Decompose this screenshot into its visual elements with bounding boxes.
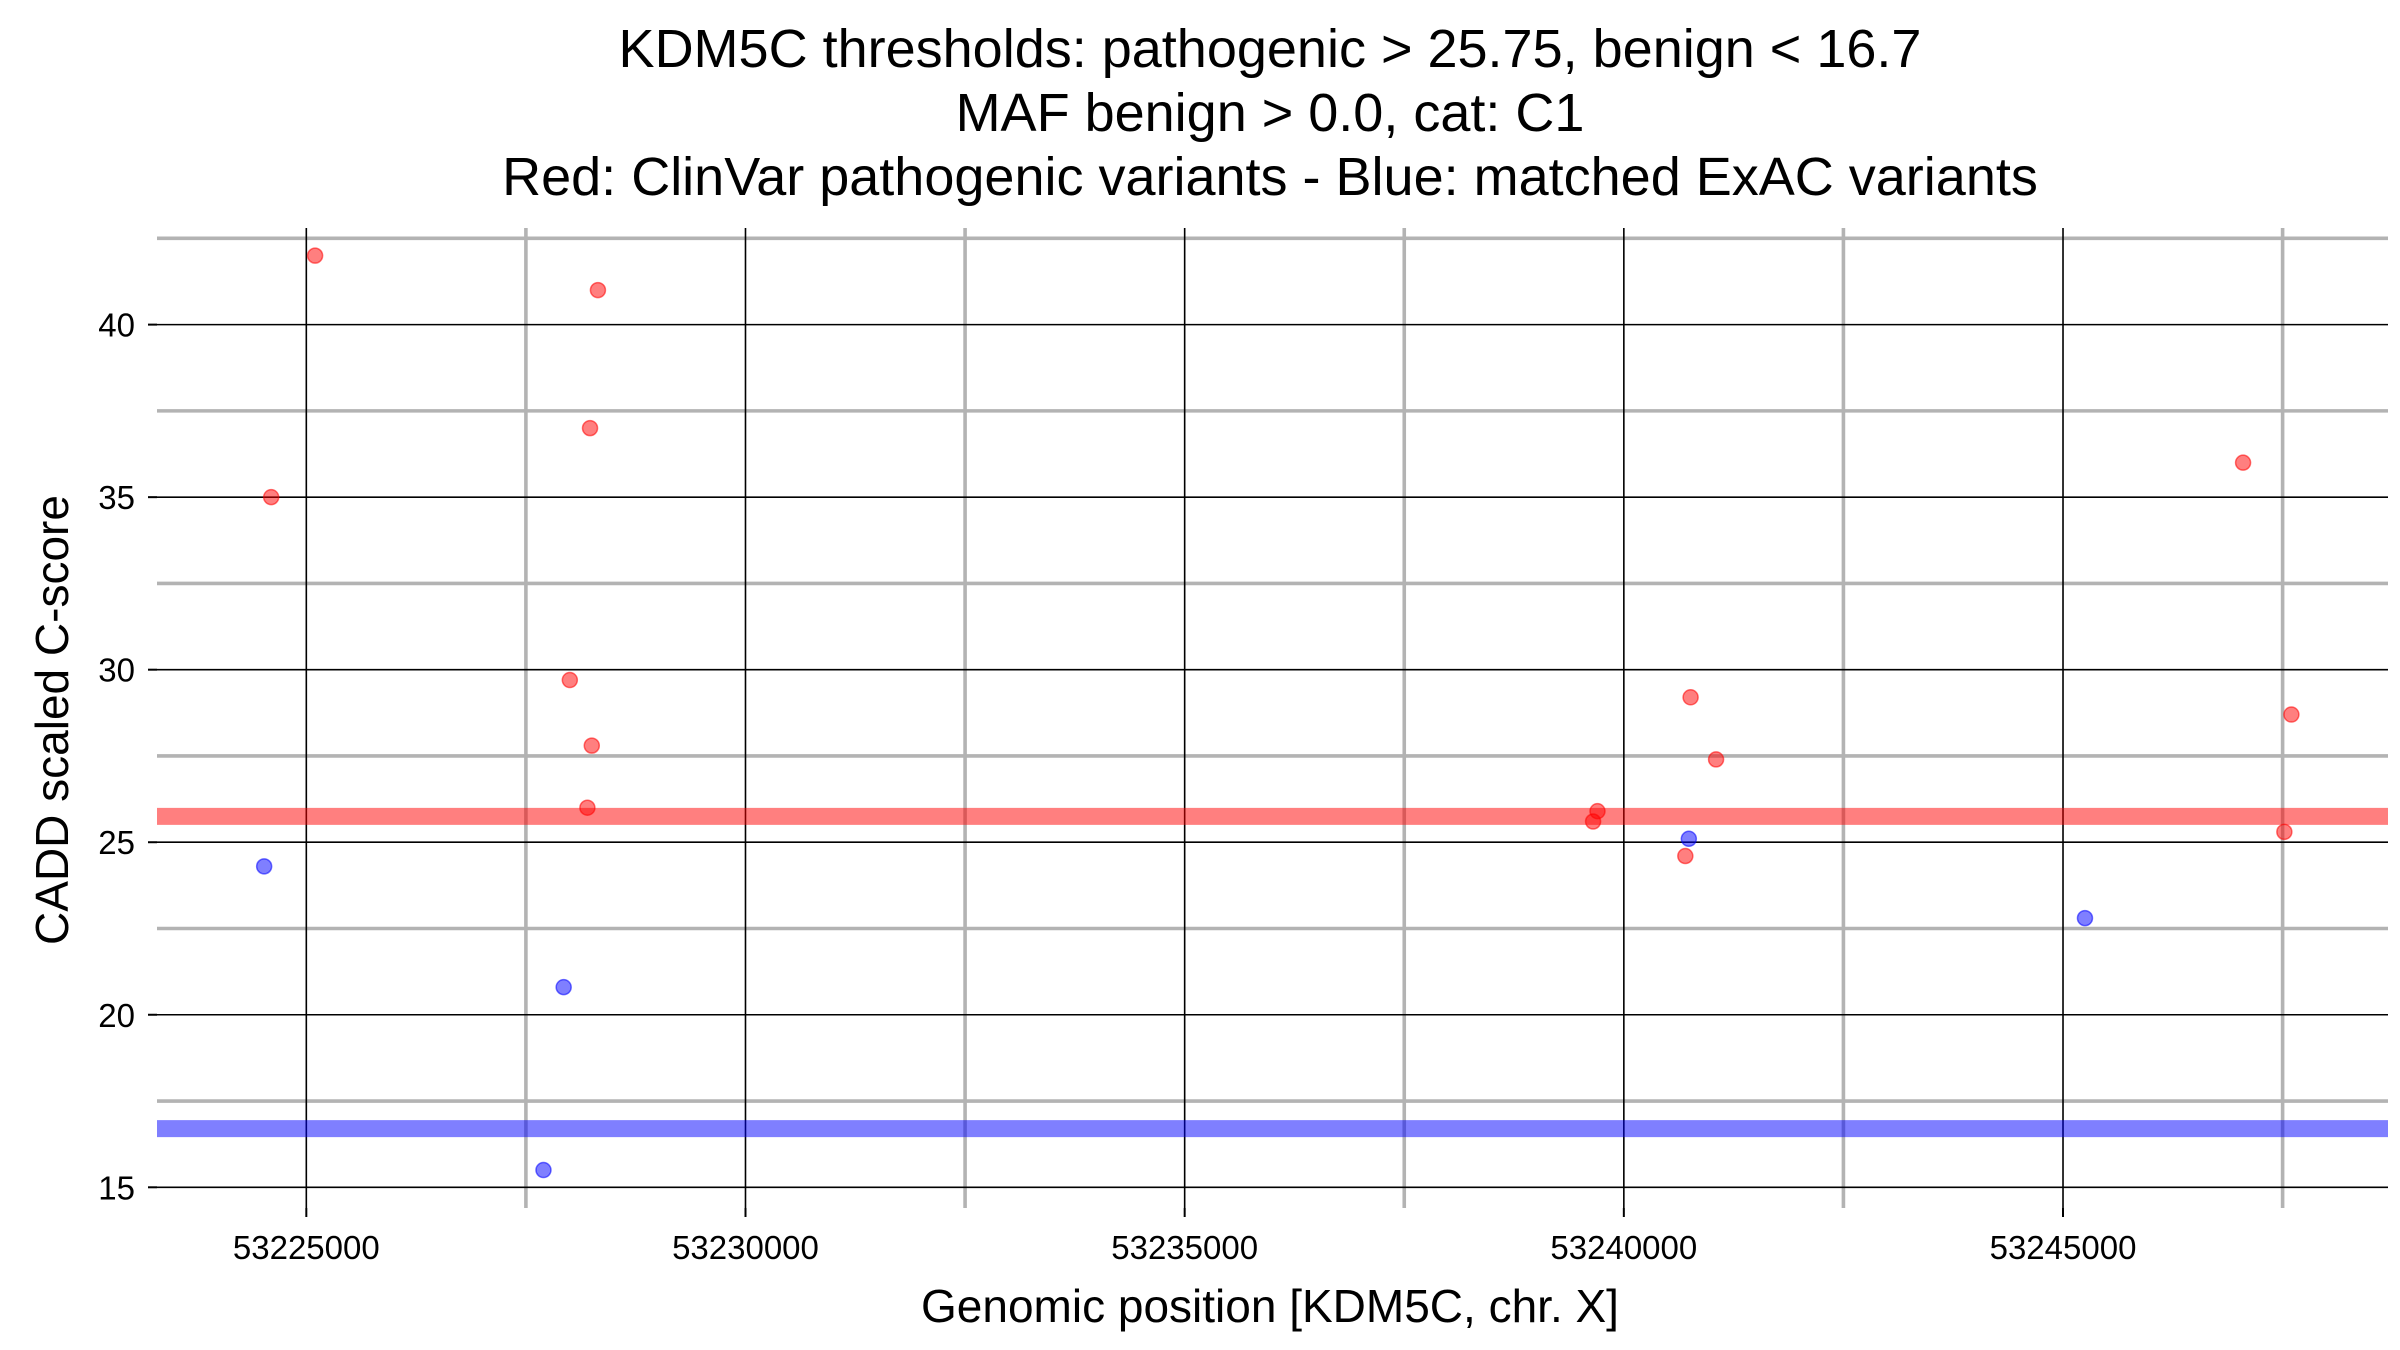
exac-point	[255, 858, 273, 875]
clinvar-point	[589, 281, 607, 299]
x-tick-label: 53225000	[233, 1229, 380, 1266]
clinvar-point	[583, 737, 601, 754]
title-line-1: KDM5C thresholds: pathogenic > 25.75, be…	[619, 19, 1922, 79]
exac-point	[1680, 830, 1698, 848]
y-tick-label: 40	[98, 307, 135, 344]
y-tick-label: 35	[98, 479, 135, 516]
title-line-3: Red: ClinVar pathogenic variants - Blue:…	[502, 147, 2038, 207]
y-tick-label: 15	[98, 1169, 135, 1206]
x-axis-label: Genomic position [KDM5C, chr. X]	[921, 1280, 1619, 1332]
clinvar-point	[1584, 813, 1602, 830]
x-tick-label: 53245000	[1990, 1229, 2137, 1266]
y-tick-label: 25	[98, 824, 135, 861]
axes: 53225000 53230000 53235000 53240000 53245000…	[98, 307, 2136, 1266]
clinvar-point	[579, 799, 596, 816]
clinvar-point	[2283, 706, 2300, 723]
exac-point	[555, 978, 572, 996]
data-points	[255, 247, 2300, 1179]
clinvar-point	[262, 488, 280, 506]
clinvar-point	[2276, 823, 2293, 841]
exac-point	[535, 1161, 552, 1179]
x-tick-label: 53230000	[672, 1229, 819, 1266]
clinvar-point	[306, 247, 324, 264]
clinvar-point	[1677, 847, 1694, 865]
title-line-2: MAF benign > 0.0, cat: C1	[956, 83, 1585, 143]
chart-title: KDM5C thresholds: pathogenic > 25.75, be…	[502, 19, 2038, 207]
x-tick-label: 53235000	[1111, 1229, 1258, 1266]
clinvar-point	[2234, 454, 2252, 471]
grid-lines	[157, 228, 2388, 1208]
y-axis-label: CADD scaled C-score	[26, 495, 78, 945]
clinvar-point	[1682, 689, 1699, 706]
clinvar-point	[1707, 751, 1725, 768]
y-tick-label: 20	[98, 997, 135, 1034]
clinvar-point	[581, 419, 599, 437]
clinvar-point	[561, 671, 579, 689]
threshold-lines	[157, 807, 2388, 1138]
y-tick-label: 30	[98, 652, 135, 689]
x-tick-label: 53240000	[1550, 1229, 1697, 1266]
exac-point	[2076, 909, 2094, 927]
